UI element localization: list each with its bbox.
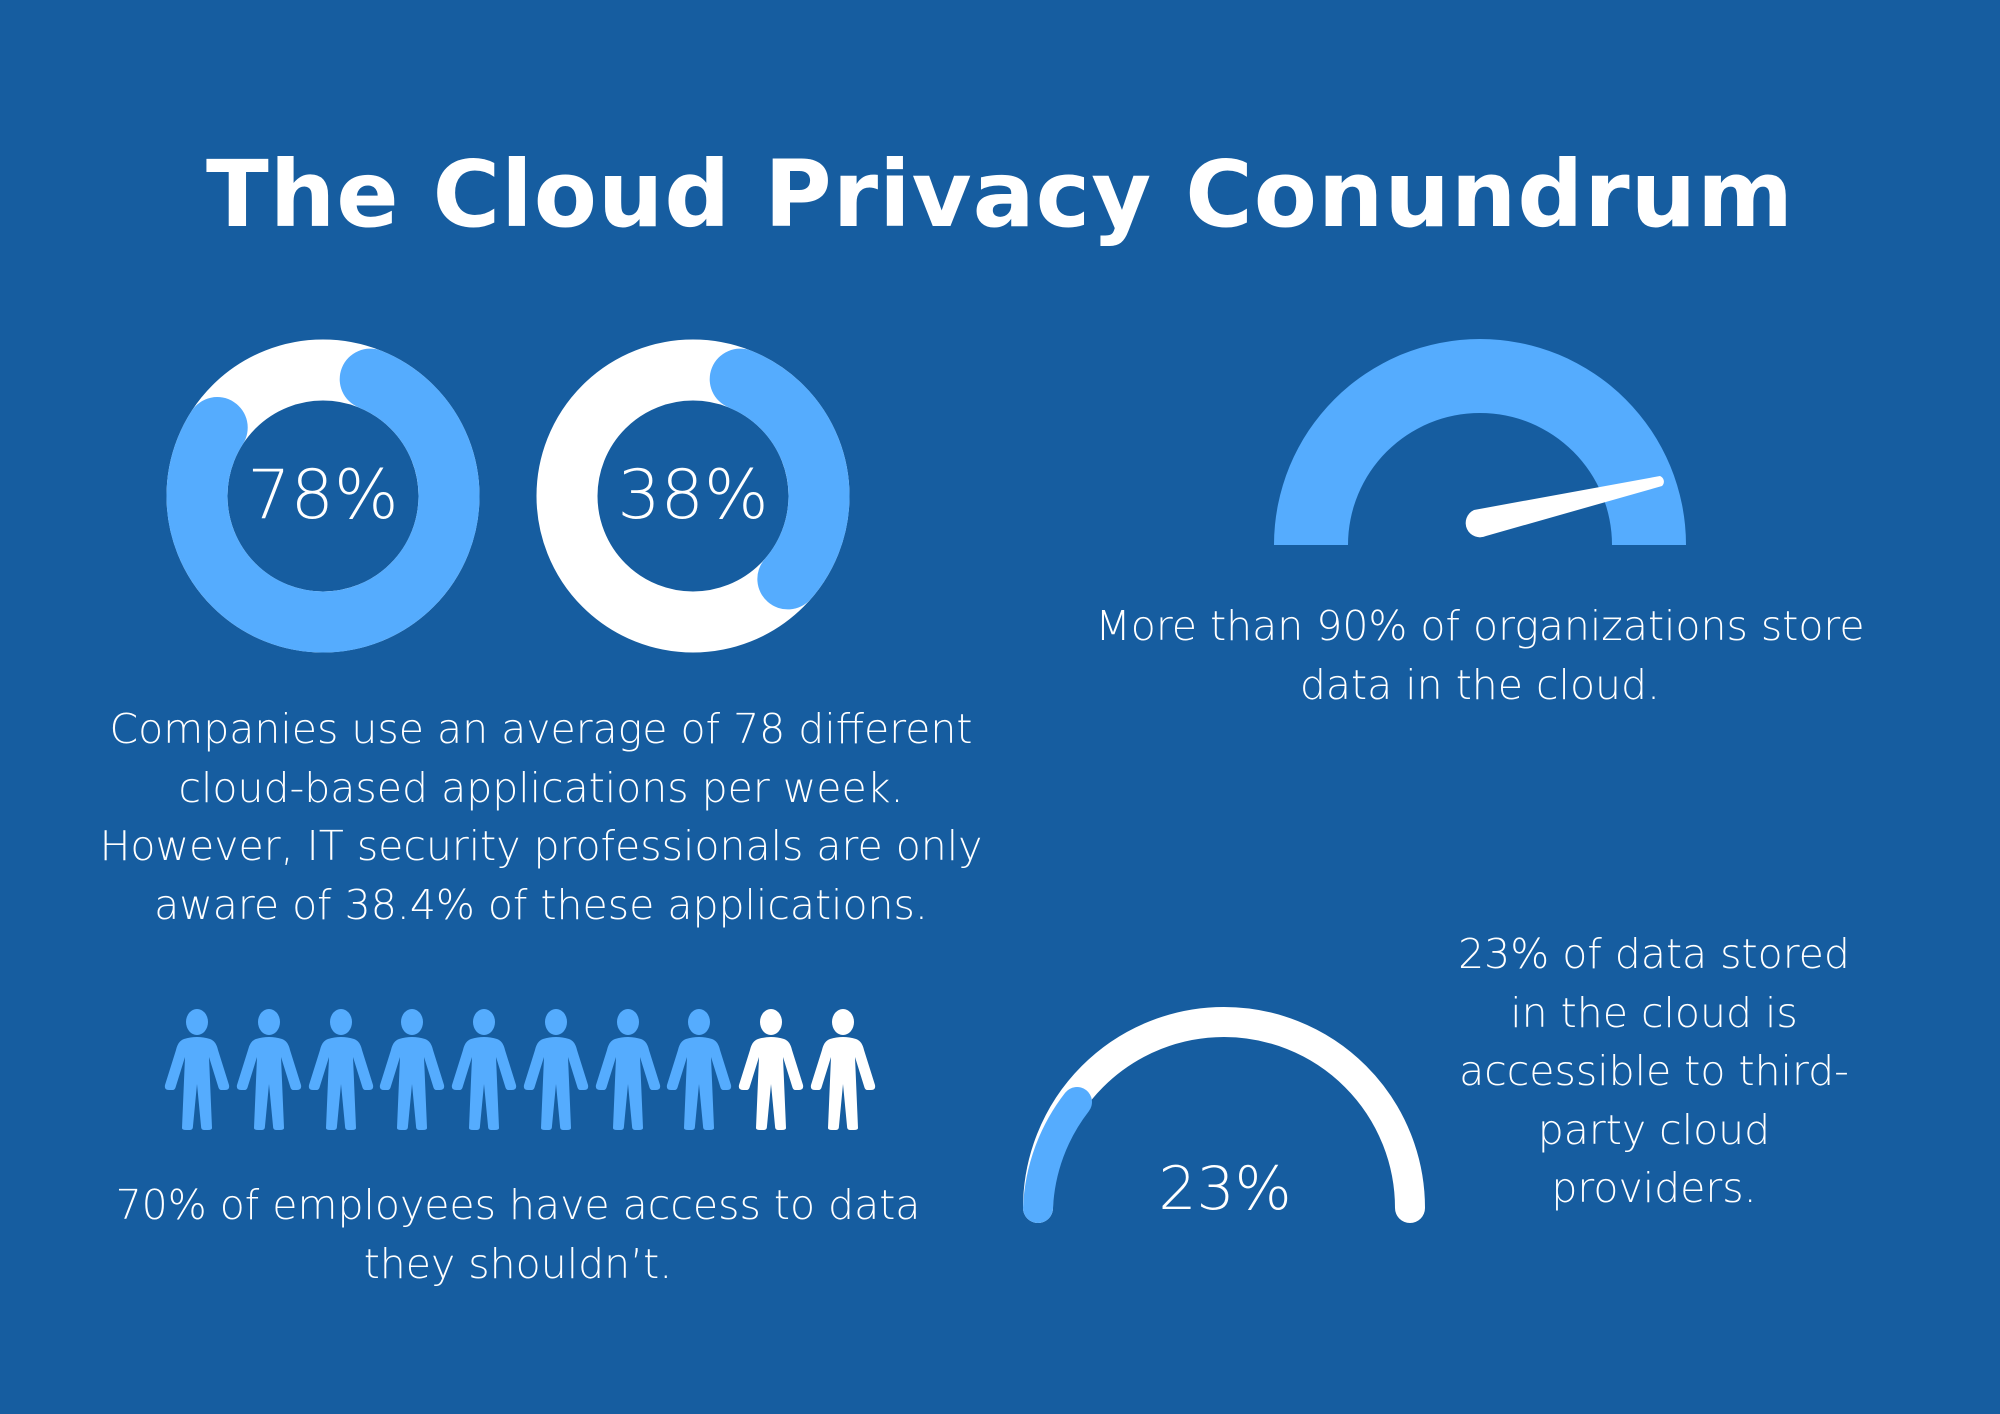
page-title: The Cloud Privacy Conundrum [205,141,1795,248]
speedometer-description: More than 90% of organizations store dat… [1030,597,1930,714]
apps-text-line: Companies use an average of 78 different [109,705,973,753]
people-text-line: 70% of employees have access to data [115,1181,921,1229]
donut-chart-78-graphic [166,339,480,653]
person-icon [595,1009,660,1130]
apps-description: Companies use an average of 78 different… [91,700,991,934]
apps-text-line: However, IT security professionals are o… [99,822,983,870]
arc-text-line: party cloud [1537,1105,1771,1154]
person-icon [667,1009,732,1130]
person-icon [523,1009,588,1130]
speedometer-text-line: More than 90% of organizations store [1095,602,1865,650]
people-description: 70% of employees have access to data the… [68,1176,968,1293]
people-text-line: they shouldn’t. [363,1239,673,1288]
arc-text-line: accessible to third- [1459,1047,1849,1095]
speedometer-icon [1274,339,1686,545]
person-icon [308,1009,373,1130]
person-icon [810,1009,876,1130]
person-icon [451,1009,517,1130]
arc-gauge-description: 23% of data stored in the cloud is acces… [1404,925,1904,1218]
people-pictograph [164,1008,876,1130]
arc-text-line: providers. [1551,1164,1757,1212]
arc-gauge-graphic [1023,1007,1425,1223]
donut-38-label: 38% [617,456,769,535]
donut-78-label: 78% [247,456,399,535]
apps-text-line: cloud-based applications per week. [178,763,904,812]
person-icon [380,1009,445,1130]
arc-text-line: 23% of data stored [1458,930,1850,978]
apps-text-line: aware of 38.4% of these applications. [154,880,928,929]
arc-gauge-label: 23% [1158,1154,1292,1224]
arc-text-line: in the cloud is [1510,988,1798,1037]
speedometer-text-line: data in the cloud. [1299,660,1661,709]
donut-chart-38-graphic [536,339,850,653]
person-icon [236,1009,301,1130]
person-icon [738,1009,804,1130]
person-icon [164,1009,230,1130]
